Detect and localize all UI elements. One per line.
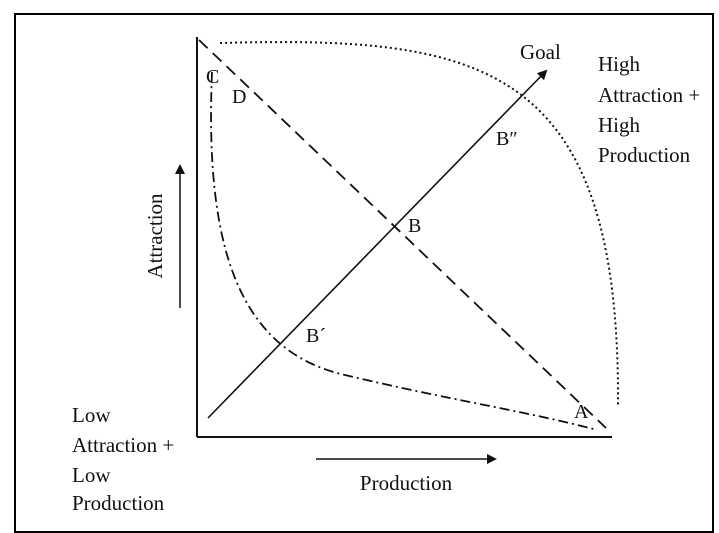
x-axis-title: Production <box>360 471 453 495</box>
point-c-label: C <box>206 66 219 88</box>
low-label-line-2: Attraction + <box>72 433 174 457</box>
goal-line <box>207 69 548 419</box>
dotted-outer-curve <box>219 41 620 406</box>
point-a-label: A <box>574 401 589 423</box>
point-b-label: B <box>408 215 421 237</box>
production-attraction-diagram: C D B″ B B´ A Goal High Attraction + Hig… <box>72 37 700 515</box>
low-label-line-1: Low <box>72 403 111 427</box>
point-b-double-prime-label: B″ <box>496 128 518 150</box>
point-b-prime-label: B´ <box>306 325 326 347</box>
y-axis-title: Attraction <box>143 193 167 279</box>
dash-dot-curve <box>210 71 598 431</box>
low-label-line-3: Low <box>72 463 111 487</box>
high-label-line-2: Attraction + <box>598 83 700 107</box>
point-d-label: D <box>232 86 246 108</box>
dashed-line-c-to-a <box>198 39 607 429</box>
high-label-line-3: High <box>598 113 641 137</box>
goal-label: Goal <box>520 40 561 64</box>
high-label-line-4: Production <box>598 143 691 167</box>
low-label-line-4: Production <box>72 491 165 515</box>
high-label-line-1: High <box>598 52 641 76</box>
